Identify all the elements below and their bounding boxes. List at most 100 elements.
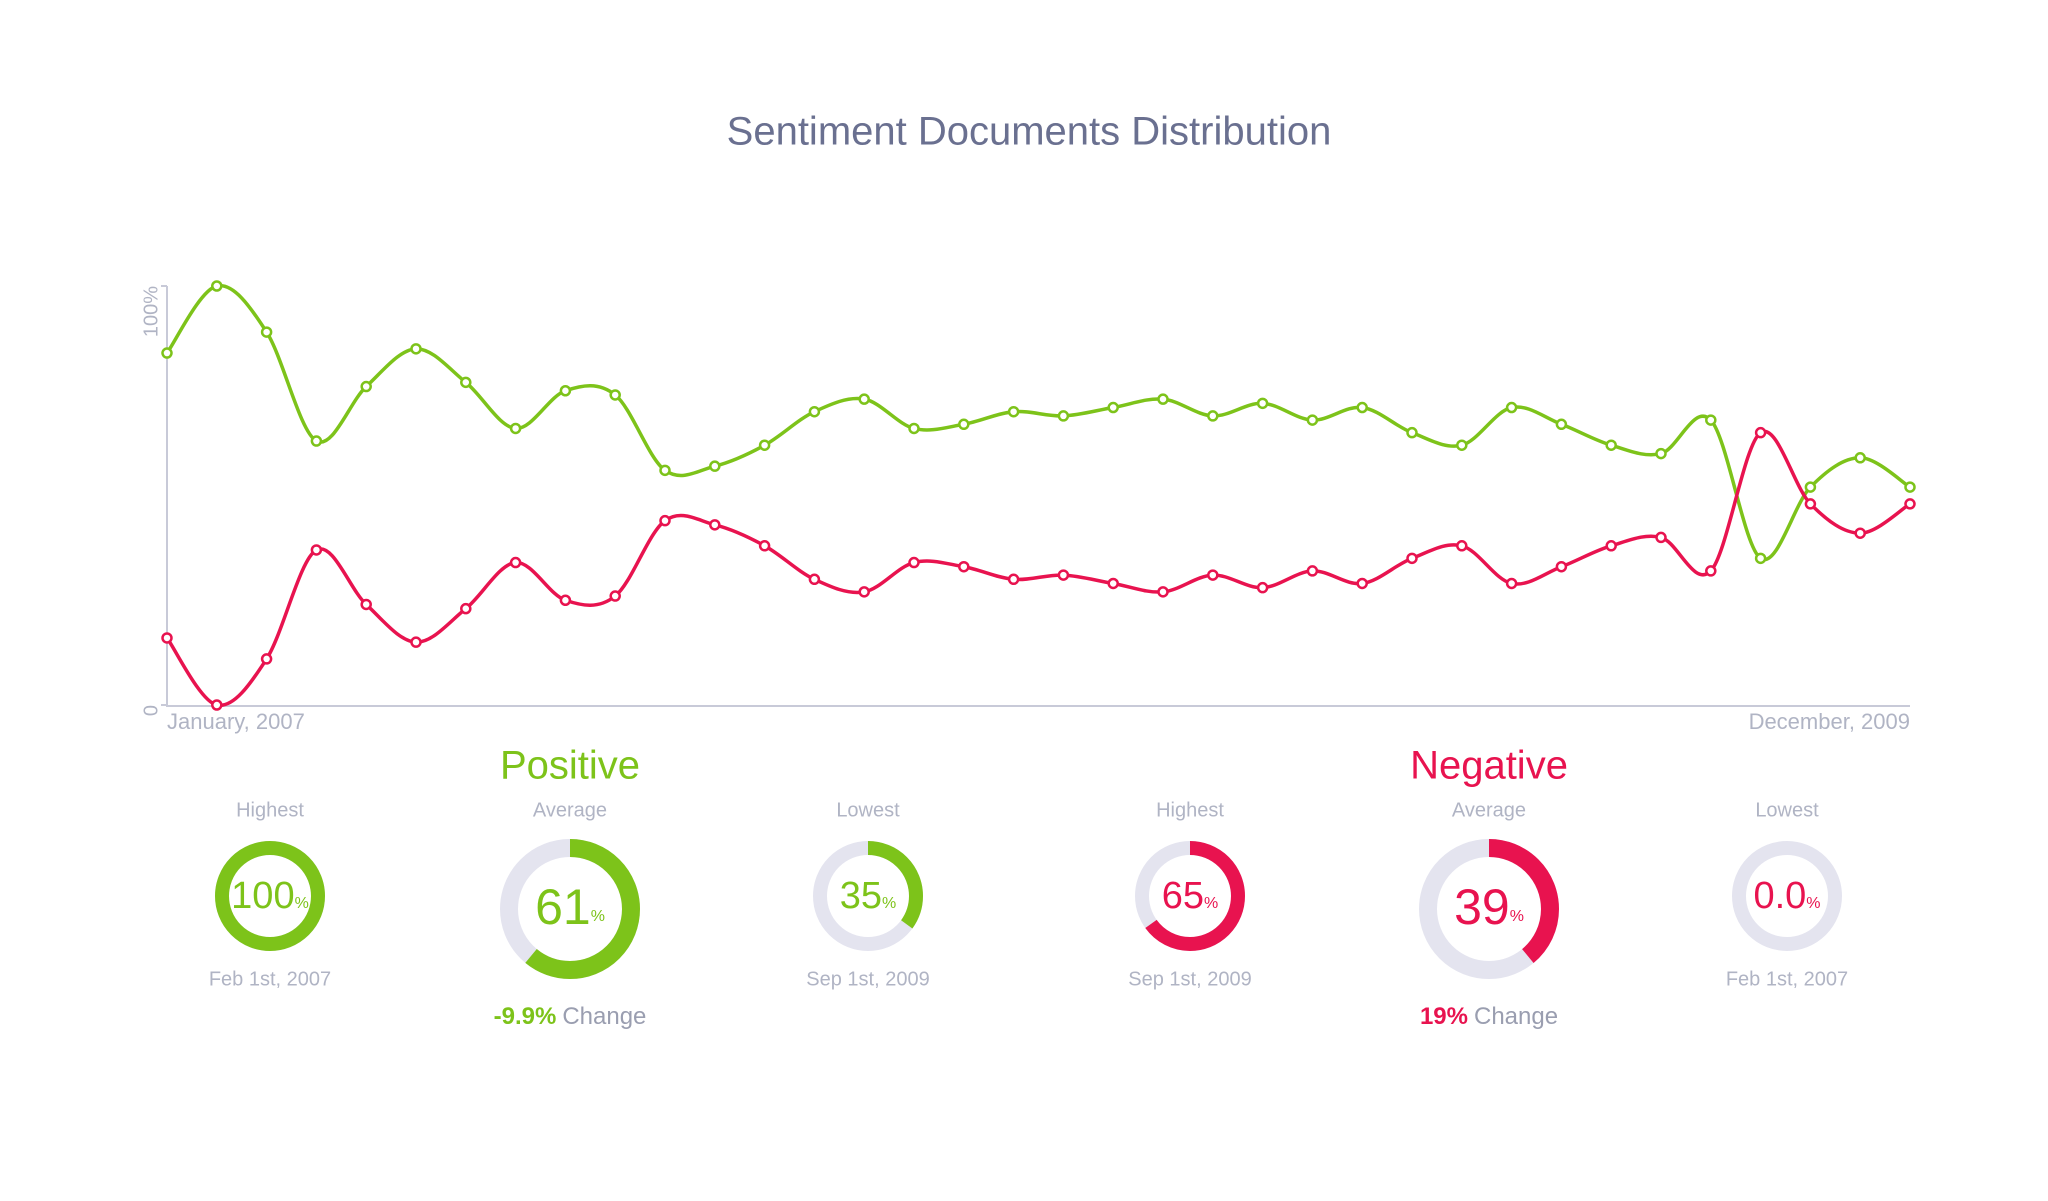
point [808,573,821,586]
point [360,598,372,611]
gauge-label: Lowest [1755,799,1819,821]
gauge-arc [813,841,923,951]
point [1306,565,1319,577]
change-text: Change [1474,1003,1558,1030]
point [1256,581,1269,594]
point [1505,577,1518,590]
point [260,653,273,665]
point [1057,410,1070,422]
point [559,385,572,397]
gauge-number: 65 [1162,875,1204,917]
point [1157,393,1169,405]
point [1505,401,1518,414]
gauge-value: 39% [1454,879,1524,935]
point [260,326,273,338]
point [758,439,771,451]
chart-title: Sentiment Documents Distribution [727,110,1332,154]
point [1306,414,1319,426]
point [758,540,771,552]
point [1555,560,1568,573]
gauge-label: Lowest [836,799,900,821]
point [161,632,173,644]
gauge-label: Highest [236,799,304,821]
point [1207,569,1219,581]
point [460,376,472,389]
point [1107,577,1119,590]
x-tick-label: January, 2007 [167,709,305,734]
point [310,544,323,556]
series-line [165,284,1911,562]
point [1854,452,1866,464]
gauge-arc [1419,839,1559,979]
point [958,418,970,431]
point [1406,552,1418,565]
gauge-label: Average [533,799,607,821]
gauge-number: 100 [231,875,294,917]
point [858,393,870,405]
point [161,347,173,359]
y-tick-label: 0 [140,705,162,716]
point [211,699,223,711]
gauge-number: 61 [535,879,591,935]
gauge-arc [1135,841,1245,951]
change-value: 19% [1420,1003,1468,1030]
point [659,464,671,477]
point [609,590,621,602]
point [1207,410,1219,422]
change: 19% Change [1420,1003,1558,1030]
point [709,460,721,472]
gauge-unit: % [1204,895,1218,912]
change-text: Change [562,1003,646,1030]
group-title: Positive [500,744,640,788]
point [1456,540,1468,552]
point [1705,414,1717,426]
point [659,514,671,527]
point [858,586,870,598]
gauge-date: Feb 1st, 2007 [209,968,331,990]
x-tick-label: December, 2009 [1749,709,1910,734]
gauge-date: Sep 1st, 2009 [806,968,929,990]
point [908,422,920,435]
gauge-label: Highest [1156,799,1224,821]
point [1754,426,1767,439]
point [1754,552,1767,565]
point [1605,439,1617,451]
point [908,556,920,569]
point [410,343,422,355]
gauge-unit: % [1510,908,1524,925]
point [460,602,472,615]
gauge-unit: % [1806,895,1820,912]
point [1854,527,1866,539]
gauge-value: 35% [840,875,897,917]
gauge-date: Feb 1st, 2007 [1726,968,1848,990]
change-value: -9.9% [494,1003,557,1030]
point [958,560,970,573]
point [1555,418,1568,431]
point [1157,586,1169,598]
point [410,636,422,648]
group-title: Negative [1410,744,1568,788]
point [1107,401,1119,414]
point [1406,426,1418,439]
gauge-unit: % [591,908,605,925]
point [1804,498,1817,510]
point [509,556,522,569]
point [1904,498,1916,510]
gauge-date: Sep 1st, 2009 [1128,968,1251,990]
point [1007,405,1020,418]
gauge-number: 35 [840,875,882,917]
point [709,519,721,531]
point [1356,577,1368,590]
gauge-number: 39 [1454,879,1510,935]
point [1804,481,1817,493]
point [360,380,372,393]
gauge-value: 100% [231,875,309,917]
point [808,405,821,418]
point [1655,531,1667,544]
point [1605,540,1617,552]
change: -9.9% Change [494,1003,647,1030]
gauge-arc [215,841,325,951]
point [1256,397,1269,410]
point [609,389,621,401]
